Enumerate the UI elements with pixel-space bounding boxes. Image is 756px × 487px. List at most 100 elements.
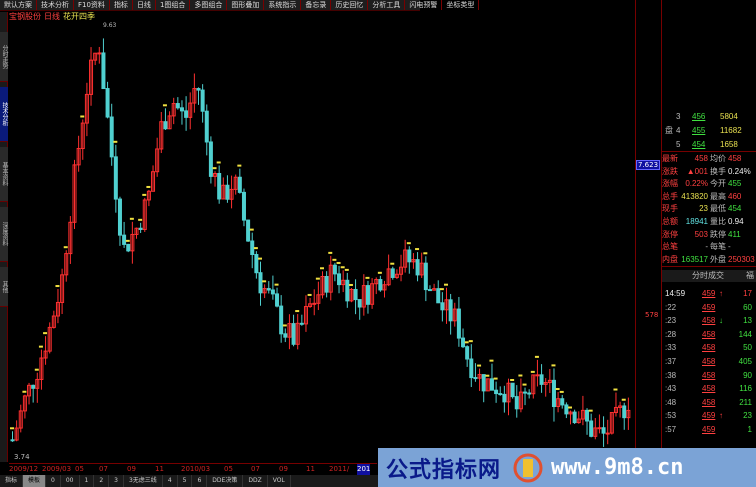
- candle: [266, 288, 271, 291]
- menu-item[interactable]: 闪电预警: [405, 0, 443, 10]
- menu-item[interactable]: 坐标类型: [442, 0, 480, 10]
- candle: [518, 391, 523, 410]
- sidebar-tab[interactable]: 技术分析: [0, 87, 8, 142]
- candle: [14, 427, 19, 441]
- ticks-header-extra[interactable]: 福: [746, 271, 754, 280]
- tick-volume: 13: [743, 316, 752, 326]
- signal-marker: [22, 390, 27, 393]
- signal-marker: [295, 310, 300, 313]
- menu-item[interactable]: 系统指示: [264, 0, 302, 10]
- menu-item[interactable]: 默认方案: [0, 0, 37, 10]
- candle: [196, 88, 201, 91]
- tick-volume: 211: [739, 397, 752, 407]
- date-label: 09: [279, 465, 288, 473]
- sidebar-tab[interactable]: 其他: [0, 267, 8, 307]
- signal-marker: [125, 239, 130, 242]
- menu-item[interactable]: 备忘录: [301, 0, 332, 10]
- candle: [618, 405, 623, 408]
- watermark-url: www.9m8.cn: [551, 455, 684, 480]
- indicator-name[interactable]: 花开四季: [63, 12, 95, 21]
- menu-item[interactable]: 图形叠加: [227, 0, 265, 10]
- quote-value: 0.22%: [685, 179, 708, 189]
- tick-row: :28 458 144: [662, 328, 756, 341]
- candle: [580, 409, 585, 420]
- candle: [275, 293, 280, 307]
- order-side: 盘: [665, 126, 673, 135]
- candle: [585, 409, 590, 422]
- candle: [39, 357, 44, 380]
- tick-time: :28: [665, 329, 677, 339]
- candle: [138, 227, 143, 230]
- menu-item[interactable]: 多图组合: [190, 0, 228, 10]
- sidebar-tab[interactable]: 分时走势: [0, 32, 8, 82]
- tick-price: 458: [702, 316, 716, 326]
- candle: [572, 411, 577, 424]
- signal-marker: [80, 115, 85, 118]
- quote-value: 0.24%: [728, 166, 751, 176]
- date-label: 07: [251, 465, 260, 473]
- quote-label: 量比: [710, 217, 726, 226]
- indicator-tab[interactable]: 3无虑三线: [124, 475, 163, 487]
- candle: [551, 379, 556, 408]
- indicator-tab[interactable]: DDE决策: [207, 475, 244, 487]
- indicator-tab[interactable]: 4: [163, 475, 178, 487]
- menu-item[interactable]: 日线: [133, 0, 156, 10]
- quote-label: 跌停: [710, 229, 726, 239]
- candle: [514, 396, 519, 410]
- sidebar-tab[interactable]: 深度资料: [0, 207, 8, 262]
- candle: [113, 156, 118, 200]
- candle: [167, 115, 172, 130]
- order-volume: 5804: [720, 112, 738, 121]
- price-label-mid: 578: [645, 311, 659, 319]
- tick-volume: 144: [738, 329, 752, 339]
- quote-label: 总笔: [662, 242, 678, 252]
- low-price-label: 3.74: [14, 453, 30, 461]
- signal-marker: [162, 104, 167, 107]
- candle: [316, 294, 321, 304]
- menu-item[interactable]: 指标: [110, 0, 133, 10]
- signal-marker: [34, 368, 39, 371]
- indicator-tab[interactable]: 3: [109, 475, 124, 487]
- indicator-tab[interactable]: 指标: [0, 475, 24, 487]
- kline-chart[interactable]: [9, 22, 635, 462]
- candle: [609, 412, 614, 434]
- sidebar-tab[interactable]: 基本资料: [0, 147, 8, 202]
- tick-volume: 1: [747, 425, 752, 434]
- tick-direction: ↑: [719, 289, 723, 298]
- menu-item[interactable]: 分析工具: [368, 0, 406, 10]
- candle: [349, 288, 354, 302]
- candle: [184, 110, 189, 118]
- candle: [370, 283, 375, 305]
- menu-item[interactable]: F10资料: [74, 0, 110, 10]
- signal-marker: [468, 340, 473, 343]
- candle: [270, 289, 275, 295]
- signal-marker: [340, 266, 345, 269]
- indicator-tab[interactable]: 1: [80, 475, 95, 487]
- candle: [291, 323, 296, 345]
- indicator-tab[interactable]: 00: [61, 475, 80, 487]
- signal-marker: [390, 262, 395, 265]
- candle: [208, 141, 213, 177]
- indicator-tab[interactable]: 2: [94, 475, 110, 487]
- indicator-tab[interactable]: 模板: [23, 475, 47, 487]
- candle: [365, 285, 370, 305]
- candle: [250, 240, 255, 256]
- candle: [324, 276, 329, 293]
- menu-item[interactable]: 历史回忆: [331, 0, 369, 10]
- quote-value: 460: [728, 191, 742, 201]
- indicator-tab[interactable]: 5: [178, 475, 193, 487]
- menu-item[interactable]: 技术分析: [37, 0, 74, 10]
- candle: [506, 382, 511, 403]
- indicator-tab[interactable]: DDZ: [243, 475, 268, 487]
- tick-volume: 50: [743, 343, 752, 353]
- candle: [179, 107, 184, 112]
- candle: [489, 378, 494, 391]
- quote-value: 503: [694, 229, 708, 239]
- menu-item[interactable]: 1图组合: [156, 0, 191, 10]
- indicator-tab[interactable]: 0: [46, 475, 61, 487]
- indicator-tab[interactable]: VOL: [268, 475, 291, 487]
- price-label-current: 7.623: [636, 160, 661, 170]
- indicator-tab[interactable]: 6: [192, 475, 208, 487]
- tick-price: 459: [702, 302, 716, 312]
- candle: [589, 420, 594, 437]
